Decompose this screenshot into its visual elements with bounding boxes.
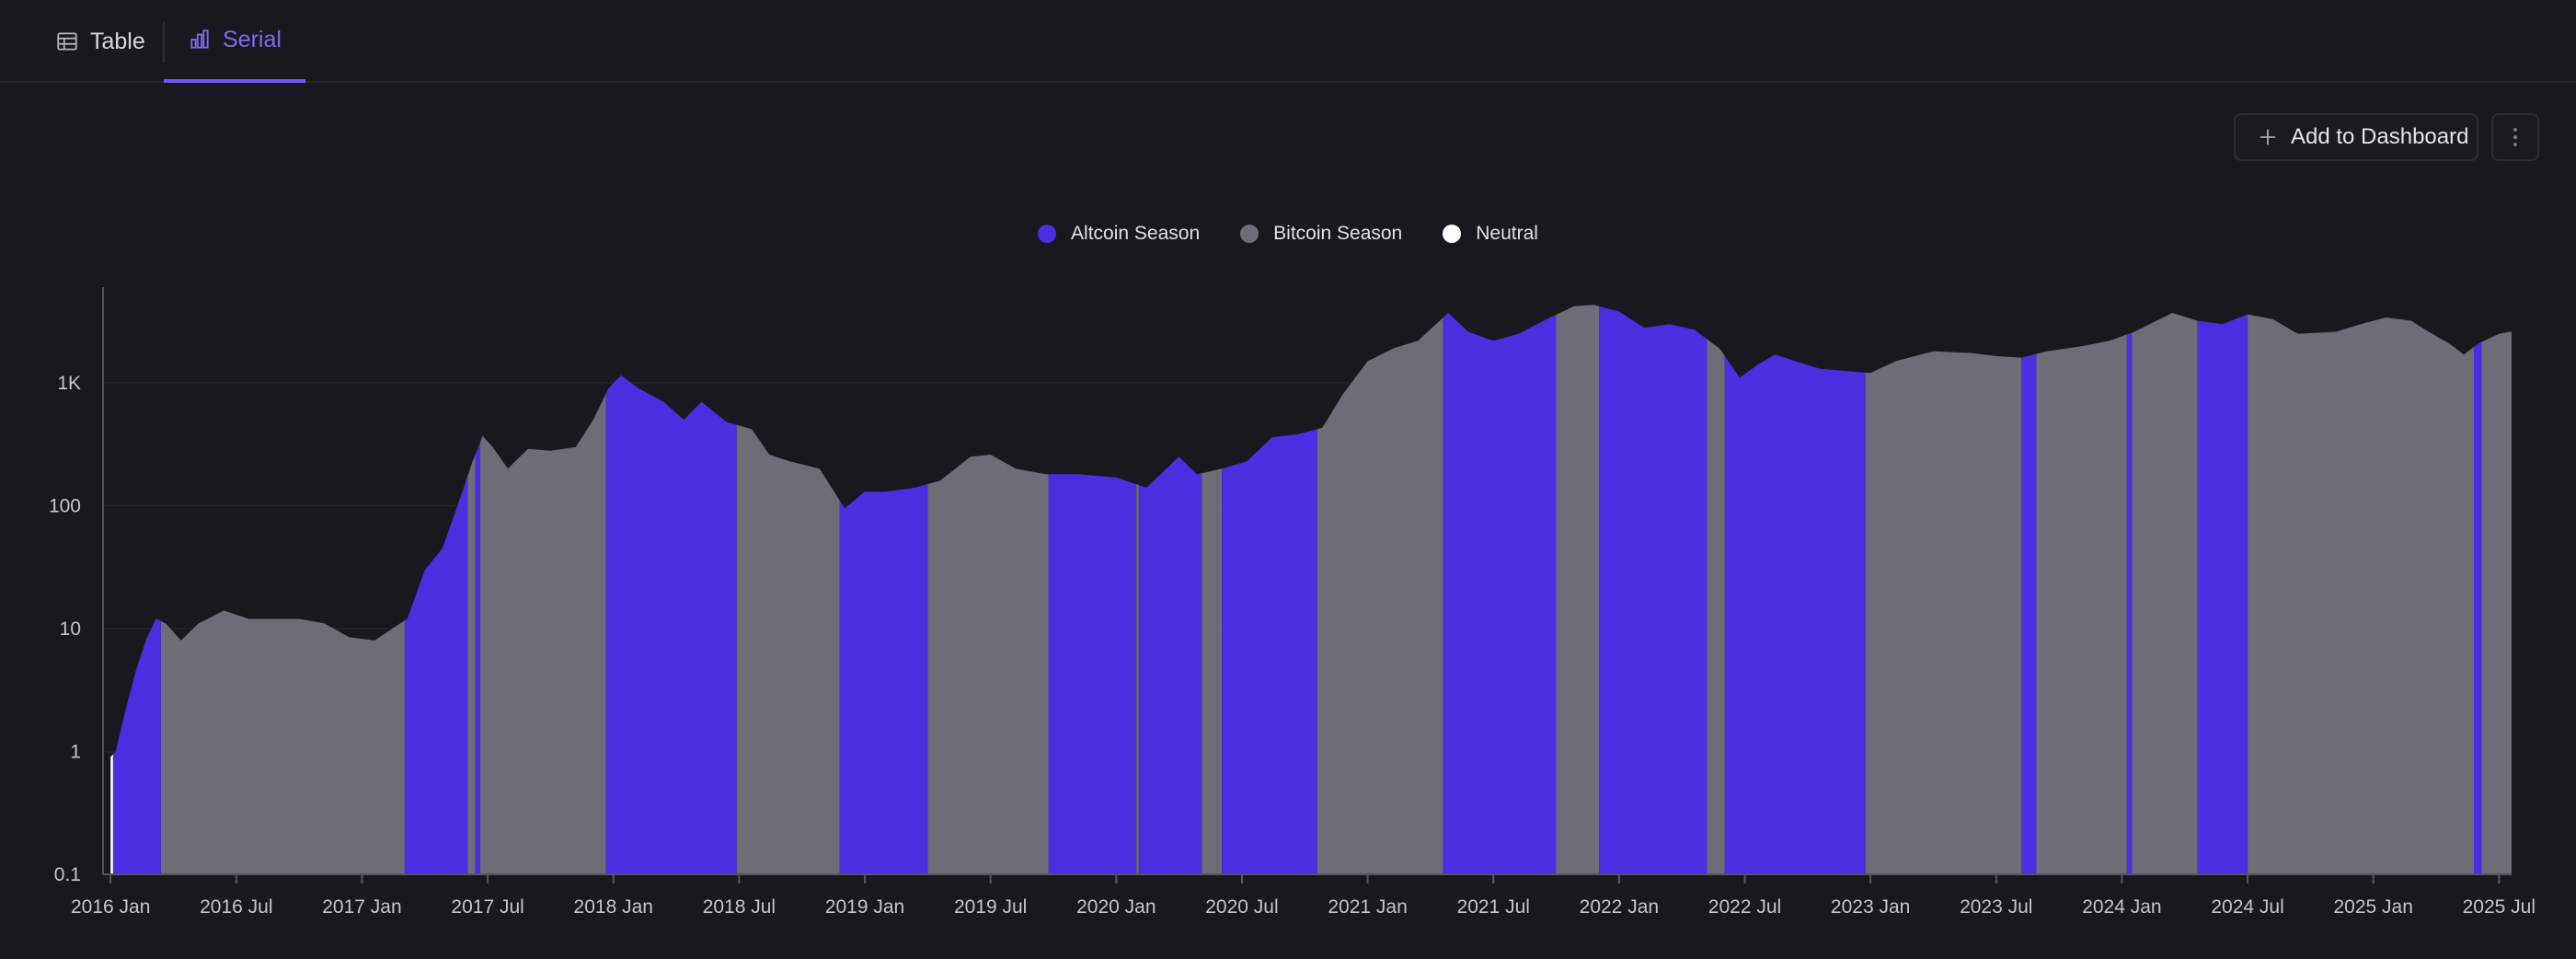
- legend-neutral-label: Neutral: [1476, 223, 1538, 244]
- chart-legend: Altcoin Season Bitcoin Season Neutral: [0, 223, 2576, 245]
- legend-altcoin-label: Altcoin Season: [1071, 223, 1201, 244]
- area-segment-21: [1724, 354, 1866, 875]
- x-tick-label-15: 2023 Jul: [1960, 896, 2032, 918]
- tab-bar: Table Serial: [0, 0, 2576, 83]
- x-tick-label-7: 2019 Jul: [954, 896, 1027, 918]
- x-tick-label-5: 2018 Jul: [703, 896, 776, 918]
- y-tick-label-2: 10: [60, 618, 81, 640]
- tab-table[interactable]: Table: [55, 0, 145, 83]
- x-tick-label-13: 2022 Jul: [1708, 896, 1781, 918]
- legend-neutral[interactable]: Neutral: [1443, 223, 1538, 245]
- x-tick-label-9: 2020 Jul: [1205, 896, 1278, 918]
- x-tick-label-6: 2019 Jan: [825, 896, 904, 918]
- vertical-dots-icon: [2513, 128, 2517, 146]
- area-segment-28: [2248, 314, 2474, 875]
- area-segment-12: [1136, 484, 1139, 874]
- bar-chart-icon: [190, 29, 209, 49]
- area-segment-17: [1443, 313, 1557, 874]
- x-tick-label-8: 2020 Jan: [1076, 896, 1156, 918]
- x-tick-label-11: 2021 Jul: [1457, 896, 1530, 918]
- x-tick-label-2: 2017 Jan: [322, 896, 401, 918]
- x-tick-label-10: 2021 Jan: [1328, 896, 1407, 918]
- area-segment-10: [927, 455, 1049, 874]
- area-segment-30: [2481, 331, 2512, 874]
- x-tick-label-12: 2022 Jan: [1580, 896, 1659, 918]
- area-segment-1: [112, 618, 161, 874]
- y-tick-label-1: 1: [70, 741, 81, 762]
- area-segment-11: [1048, 474, 1137, 874]
- area-segment-18: [1556, 305, 1599, 874]
- area-segment-4: [467, 455, 476, 874]
- x-tick-label-14: 2023 Jan: [1831, 896, 1910, 918]
- area-segment-13: [1138, 456, 1202, 874]
- area-segment-5: [475, 442, 480, 874]
- area-segment-26: [2132, 313, 2198, 874]
- area-segment-0: [110, 754, 113, 874]
- area-segment-20: [1707, 339, 1725, 874]
- x-tick-label-17: 2024 Jul: [2211, 896, 2283, 918]
- area-segment-2: [160, 610, 405, 874]
- x-tick-label-4: 2018 Jan: [574, 896, 653, 918]
- legend-neutral-dot: [1443, 225, 1462, 243]
- add-to-dashboard-label: Add to Dashboard: [2291, 124, 2469, 149]
- area-segment-23: [2021, 353, 2037, 874]
- y-tick-label-3: 100: [49, 495, 81, 516]
- table-icon: [57, 32, 77, 51]
- more-options-button[interactable]: [2491, 113, 2539, 161]
- area-segment-15: [1222, 429, 1317, 874]
- area-segment-3: [404, 476, 468, 874]
- x-tick-label-1: 2016 Jul: [200, 896, 272, 918]
- y-tick-label-4: 1K: [57, 373, 81, 394]
- x-tick-label-16: 2024 Jan: [2082, 896, 2161, 918]
- x-tick-label-3: 2017 Jul: [451, 896, 523, 918]
- area-segment-25: [2126, 332, 2133, 874]
- area-segment-22: [1865, 351, 2022, 874]
- add-to-dashboard-button[interactable]: Add to Dashboard: [2234, 113, 2478, 161]
- legend-bitcoin-season[interactable]: Bitcoin Season: [1240, 223, 1402, 245]
- area-segment-9: [839, 484, 928, 874]
- area-segment-24: [2036, 334, 2127, 874]
- tab-divider: [163, 22, 165, 63]
- area-segment-16: [1317, 318, 1443, 875]
- area-segment-8: [736, 424, 840, 874]
- x-tick-label-0: 2016 Jan: [71, 896, 150, 918]
- legend-bitcoin-dot: [1240, 225, 1259, 243]
- legend-altcoin-dot: [1038, 225, 1057, 243]
- x-tick-label-19: 2025 Jul: [2463, 896, 2536, 918]
- area-segment-29: [2474, 341, 2482, 875]
- plus-icon: [2260, 129, 2276, 145]
- area-segment-14: [1202, 468, 1223, 874]
- x-tick-label-18: 2025 Jan: [2333, 896, 2412, 918]
- area-segment-6: [479, 393, 606, 874]
- area-segment-27: [2197, 314, 2248, 875]
- tab-serial-label: Serial: [223, 26, 282, 52]
- area-segment-7: [605, 375, 737, 874]
- tab-table-label: Table: [90, 28, 145, 54]
- legend-altcoin-season[interactable]: Altcoin Season: [1038, 223, 1200, 245]
- area-segment-19: [1599, 306, 1708, 874]
- y-tick-label-0: 0.1: [54, 864, 81, 885]
- legend-bitcoin-label: Bitcoin Season: [1273, 223, 1403, 244]
- tab-serial[interactable]: Serial: [164, 0, 305, 83]
